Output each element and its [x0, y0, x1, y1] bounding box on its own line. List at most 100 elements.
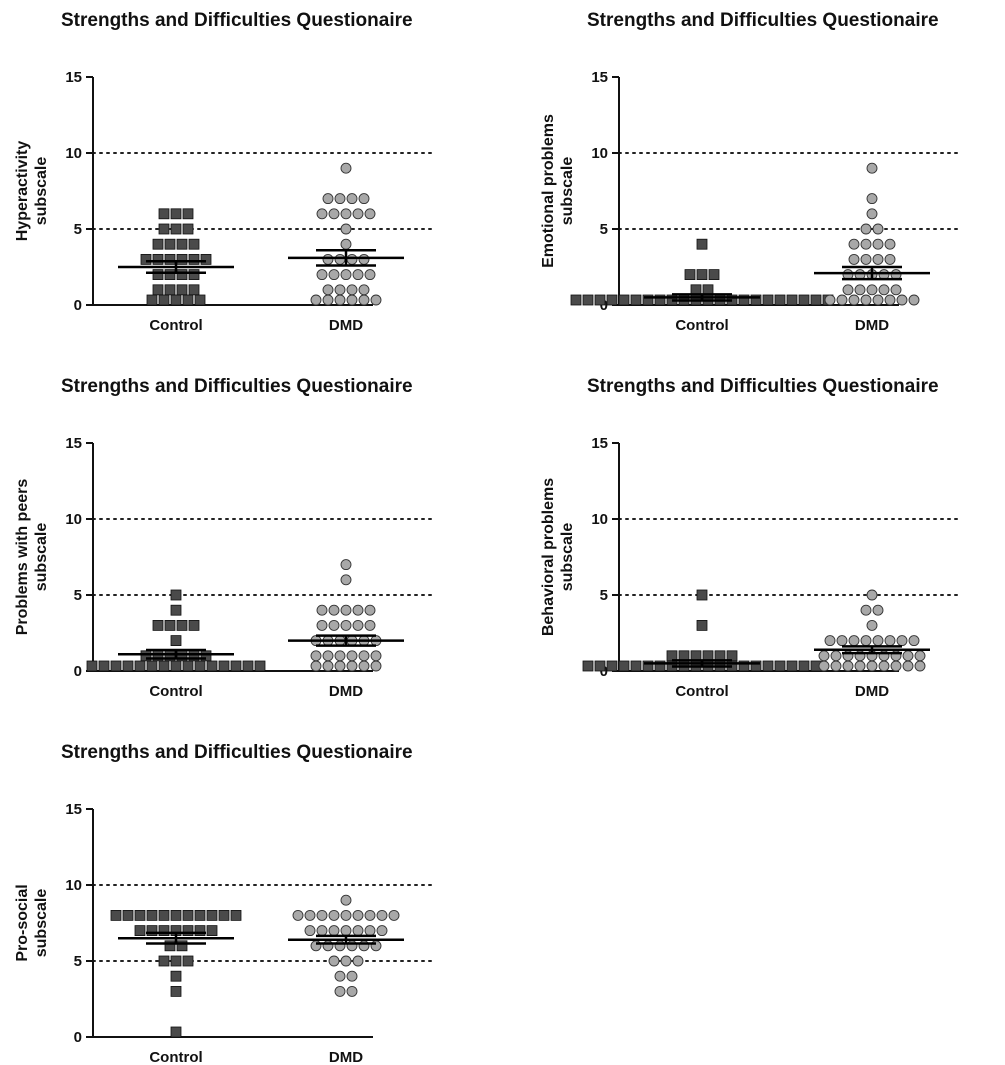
data-point	[254, 660, 266, 672]
data-point	[170, 635, 182, 646]
data-point	[340, 162, 352, 174]
y-axis-label: subscale	[33, 157, 50, 226]
y-axis-label: Problems with peers	[14, 479, 31, 636]
data-point	[134, 660, 146, 672]
data-point	[352, 925, 364, 937]
data-point	[866, 284, 878, 296]
data-point	[358, 284, 370, 296]
chart-title: Strengths and Difficulties Questionaire	[61, 376, 413, 397]
data-point	[890, 284, 902, 296]
data-point	[134, 925, 146, 936]
data-point	[242, 660, 254, 672]
data-point	[110, 660, 122, 672]
data-point	[146, 294, 158, 306]
data-point	[872, 238, 884, 250]
data-point	[848, 253, 860, 265]
data-point	[188, 620, 200, 631]
data-point	[346, 650, 358, 662]
data-point	[158, 925, 170, 936]
y-tick-label: 5	[600, 221, 608, 238]
data-point	[364, 269, 376, 281]
data-point	[818, 650, 830, 662]
data-point	[594, 660, 606, 672]
data-point	[334, 253, 346, 265]
data-point	[352, 269, 364, 281]
y-tick-label: 5	[74, 953, 82, 970]
data-point	[370, 660, 382, 672]
data-point	[334, 970, 346, 982]
data-point	[230, 660, 242, 672]
data-point	[316, 604, 328, 616]
data-point	[340, 894, 352, 906]
data-point	[176, 238, 188, 250]
y-axis-label: subscale	[33, 889, 50, 958]
data-point	[146, 925, 158, 936]
data-point	[322, 284, 334, 296]
data-point	[866, 660, 878, 672]
data-point	[98, 660, 110, 672]
data-point	[176, 269, 188, 281]
data-point	[182, 955, 194, 967]
data-point	[630, 294, 642, 306]
data-point	[352, 619, 364, 631]
data-point	[810, 294, 822, 306]
chart-panel-1: Strengths and Difficulties Questionaire H…	[14, 10, 437, 334]
data-point	[606, 294, 618, 306]
y-tick-label: 10	[591, 511, 608, 528]
data-point	[176, 940, 188, 952]
data-point	[618, 294, 630, 306]
data-point	[346, 660, 358, 672]
data-point	[842, 284, 854, 296]
data-point	[358, 253, 370, 265]
data-point	[860, 253, 872, 265]
y-axis-label: Emotional problems	[540, 114, 557, 268]
data-point	[866, 208, 878, 220]
chart-title: Strengths and Difficulties Questionaire	[61, 742, 413, 763]
y-tick-label: 10	[65, 877, 82, 894]
data-point	[696, 269, 708, 281]
data-point	[902, 660, 914, 672]
data-point	[866, 162, 878, 174]
y-tick-label: 5	[74, 221, 82, 238]
data-point	[902, 650, 914, 662]
data-point	[188, 253, 200, 265]
data-point	[630, 660, 642, 672]
data-point	[164, 620, 176, 631]
data-point	[774, 294, 786, 306]
category-label: Control	[675, 683, 728, 700]
data-point	[170, 955, 182, 967]
data-point	[654, 294, 666, 306]
y-tick-label: 0	[74, 297, 82, 314]
category-label: DMD	[855, 683, 889, 700]
data-point	[328, 925, 340, 937]
y-axis-label: Hyperactivity	[14, 141, 31, 242]
data-point	[170, 604, 182, 616]
data-point	[316, 208, 328, 220]
data-point	[310, 294, 322, 306]
y-tick-label: 15	[65, 801, 82, 818]
data-point	[316, 269, 328, 281]
data-point	[328, 909, 340, 921]
data-point	[182, 294, 194, 306]
data-point	[606, 660, 618, 672]
data-point	[618, 660, 630, 672]
data-point	[824, 294, 836, 306]
data-point	[830, 660, 842, 672]
data-point	[158, 223, 170, 235]
data-point	[182, 925, 194, 936]
data-point	[158, 955, 170, 967]
data-point	[206, 910, 218, 921]
data-point	[328, 269, 340, 281]
data-point	[352, 909, 364, 921]
data-point	[340, 269, 352, 281]
y-tick-label: 15	[65, 69, 82, 86]
y-tick-label: 5	[600, 587, 608, 604]
data-point	[340, 208, 352, 220]
data-point	[304, 925, 316, 937]
data-point	[310, 660, 322, 672]
data-point	[194, 910, 206, 921]
y-tick-label: 15	[65, 435, 82, 452]
chart-panel-4: Strengths and Difficulties Questionaire B…	[540, 376, 963, 700]
category-label: Control	[149, 317, 202, 334]
